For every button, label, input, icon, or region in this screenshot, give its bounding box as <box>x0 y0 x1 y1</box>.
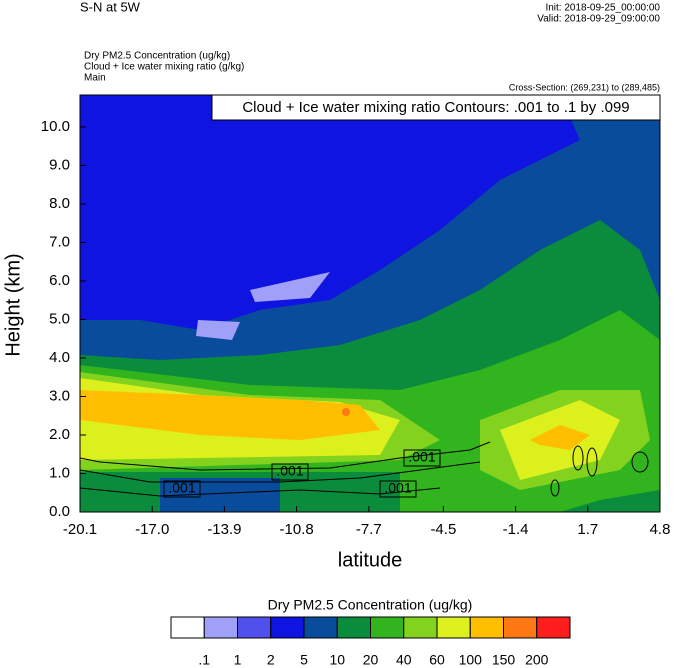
y-tick-label: 1.0 <box>49 464 70 481</box>
colorbar-label: 1 <box>234 652 242 668</box>
contour-field <box>79 95 660 512</box>
colorbar-label: 2 <box>267 652 275 668</box>
colorbar-box <box>237 616 272 639</box>
colorbar-box <box>370 616 405 639</box>
fill-region <box>530 425 590 450</box>
colorbar-box <box>336 616 371 639</box>
colorbar-label: .1 <box>198 652 210 668</box>
contour-line <box>550 479 560 497</box>
colorbar-label: 40 <box>396 652 412 668</box>
y-tick-label: 2.0 <box>49 426 70 443</box>
valid-time: Valid: 2018-09-29_09:00:00 <box>537 14 660 25</box>
contour-label: .001 <box>384 480 411 496</box>
colorbar-box <box>203 616 238 639</box>
x-tick-label: 1.7 <box>577 521 598 538</box>
colorbar-box <box>170 616 205 639</box>
x-tick-label: -4.5 <box>430 521 456 538</box>
fill-field: Dry PM2.5 Concentration (ug/kg) <box>84 51 230 62</box>
y-tick-label: 3.0 <box>49 387 70 404</box>
y-tick-label: 6.0 <box>49 272 70 289</box>
fill-region <box>160 478 280 512</box>
cross-section: Cross-Section: (269,231) to (289,485) <box>509 82 660 92</box>
contour-label: .001 <box>408 449 435 465</box>
x-tick-label: -1.4 <box>503 521 529 538</box>
contour-field: Cloud + Ice water mixing ratio (g/kg) <box>84 62 244 73</box>
colorbar-label: 20 <box>363 652 379 668</box>
init-time: Init: 2018-09-25_00:00:00 <box>545 3 660 14</box>
contour-label: .001 <box>168 480 195 496</box>
info-box <box>211 94 661 121</box>
colorbar-box <box>469 616 504 639</box>
contour-line <box>631 451 649 473</box>
y-tick-label: 7.0 <box>49 233 70 250</box>
fill-region <box>250 272 330 302</box>
colorbar-box <box>436 616 471 639</box>
contour-line <box>79 441 491 471</box>
colorbar-box <box>270 616 305 639</box>
contour-line <box>586 447 598 477</box>
y-tick-label: 8.0 <box>49 195 70 212</box>
colorbar-label: 10 <box>329 652 345 668</box>
colorbar-box <box>536 616 571 639</box>
colorbar-box <box>503 616 538 639</box>
fill-region <box>342 408 350 416</box>
contour-label-box <box>163 480 201 498</box>
x-tick-label: -13.9 <box>207 521 241 538</box>
colorbar-label: 5 <box>300 652 308 668</box>
contour-info: Cloud + Ice water mixing ratio Contours:… <box>242 99 629 116</box>
colorbar-label: 150 <box>492 652 516 668</box>
chart-title: S-N at 5W <box>80 0 141 14</box>
y-tick-label: 5.0 <box>49 310 70 327</box>
x-tick-label: -7.7 <box>356 521 382 538</box>
y-tick-label: 4.0 <box>49 349 70 366</box>
colorbar-box <box>303 616 338 639</box>
contour-label: .001 <box>276 463 303 479</box>
fill-region <box>196 320 240 340</box>
y-axis-label: Height (km) <box>2 253 24 356</box>
x-tick-label: -17.0 <box>135 521 169 538</box>
subtitle: Main <box>84 73 106 84</box>
x-tick-label: -20.1 <box>63 521 97 538</box>
colorbar-box <box>403 616 438 639</box>
contour-label-box <box>271 463 309 481</box>
contour-label-box <box>379 480 417 498</box>
contour-label-box <box>403 449 441 467</box>
colorbar-label: 200 <box>525 652 549 668</box>
y-tick-label: 9.0 <box>49 156 70 173</box>
colorbar-label: 100 <box>459 652 483 668</box>
y-tick-label: 10.0 <box>41 118 70 135</box>
contour-line <box>79 487 441 497</box>
x-tick-label: 4.8 <box>650 521 671 538</box>
colorbar-title: Dry PM2.5 Concentration (ug/kg) <box>268 597 473 613</box>
y-tick-label: 0.0 <box>49 503 70 520</box>
fill-region <box>80 95 580 330</box>
colorbar-label: 60 <box>429 652 445 668</box>
contour-line <box>79 461 481 483</box>
fill-region <box>80 390 380 440</box>
x-tick-label: -10.8 <box>280 521 314 538</box>
x-axis-label: latitude <box>338 549 403 571</box>
contour-line <box>572 445 584 471</box>
